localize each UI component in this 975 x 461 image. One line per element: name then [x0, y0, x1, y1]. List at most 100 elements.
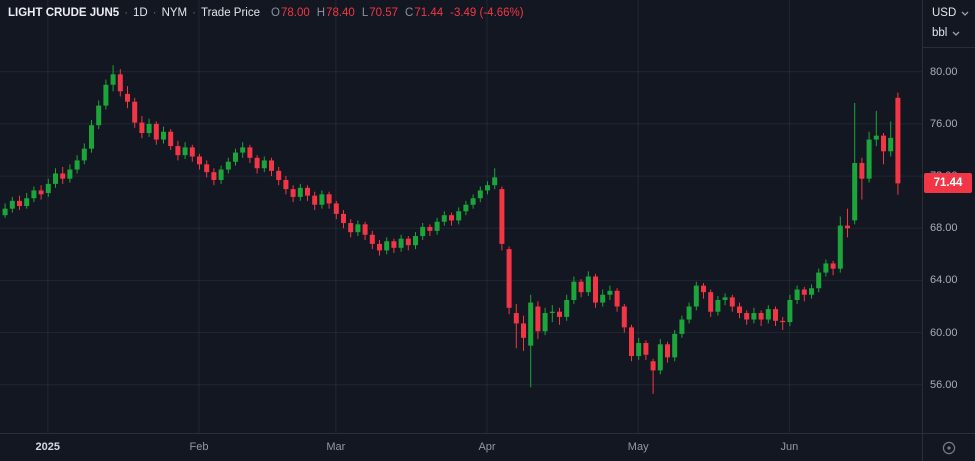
candle-body [427, 226, 433, 231]
candle-body [873, 135, 879, 140]
time-tick-label: Apr [478, 441, 496, 453]
candle-body [506, 249, 512, 308]
candle-body [593, 276, 598, 303]
currency-button[interactable]: USD [932, 7, 975, 19]
candle-body [348, 223, 354, 233]
candle-body [377, 243, 382, 251]
candle-body [585, 276, 591, 293]
candle-body [240, 147, 246, 153]
candle-body [132, 101, 138, 123]
candle-body [434, 221, 440, 231]
chart-plot-area[interactable]: LIGHT CRUDE JUN5 · 1D · NYM · Trade Pric… [0, 0, 922, 433]
candle-body [362, 224, 368, 235]
candle-body [9, 200, 15, 209]
candle-body [859, 163, 865, 179]
unit-button[interactable]: bbl [932, 27, 975, 39]
candle-body [204, 164, 210, 173]
candle-body [456, 211, 462, 221]
high-pair: H 78.40 [317, 7, 355, 19]
candle-body [189, 147, 195, 157]
candle-body [737, 306, 742, 314]
low-pair: L 70.57 [362, 7, 398, 19]
candle-body [787, 299, 793, 323]
candle-body [24, 198, 30, 207]
candle-body [535, 306, 541, 332]
candle-body [168, 131, 174, 147]
unit-label: bbl [932, 27, 948, 39]
candle-body [391, 241, 397, 248]
candle-body [895, 97, 901, 184]
candle-body [326, 194, 332, 204]
candle-body [888, 137, 894, 152]
candle-body [492, 177, 498, 186]
candle-body [384, 241, 390, 251]
candle-body [125, 93, 130, 102]
candle-body [398, 238, 404, 248]
axis-corner [922, 433, 975, 461]
close-label: C [405, 7, 414, 19]
interval-button[interactable]: 1D [133, 7, 148, 19]
candle-body [657, 344, 663, 371]
candle-body [578, 281, 584, 293]
candle-body [175, 146, 181, 156]
exchange-label: NYM [161, 7, 188, 19]
candle-body [693, 285, 699, 307]
candle-body [513, 313, 519, 324]
candle-body [81, 148, 87, 161]
price-tick-label: 56.00 [930, 378, 958, 391]
candle-body [312, 195, 318, 205]
candle-body [542, 313, 548, 332]
candle-body [773, 309, 778, 321]
target-circle-icon[interactable] [941, 440, 957, 456]
candle-body [45, 183, 51, 194]
candle-body [744, 313, 750, 320]
candle-body [823, 263, 829, 273]
price-source-label: Trade Price [200, 7, 260, 19]
low-label: L [361, 7, 369, 19]
candle-body [571, 281, 577, 300]
candle-body [333, 203, 339, 214]
candle-body [276, 170, 282, 180]
candle-body [485, 185, 490, 191]
candle-body [528, 302, 534, 346]
currency-label: USD [932, 7, 957, 19]
legend-separator: · [192, 7, 196, 19]
candle-body [261, 160, 267, 169]
candle-body [701, 285, 706, 293]
candle-body [614, 290, 620, 307]
candle-body [722, 297, 728, 300]
symbol-legend: LIGHT CRUDE JUN5 · 1D · NYM · Trade Pric… [8, 7, 524, 19]
candle-body [780, 320, 786, 323]
last-price-tag: 71.44 [924, 173, 972, 194]
candle-body [837, 225, 843, 269]
time-axis[interactable]: 2025 Feb Mar Apr May Jun [0, 433, 922, 461]
price-tick-label: 60.00 [930, 326, 958, 339]
candle-body [341, 213, 346, 224]
candle-body [60, 173, 66, 179]
candle-body [801, 289, 807, 295]
legend-separator: · [152, 7, 157, 19]
high-value: 78.40 [326, 7, 355, 19]
price-axis[interactable]: USD bbl 71.44 80.0076.0072.0068.0064.006… [922, 0, 975, 433]
candle-body [405, 238, 411, 246]
candle-body [600, 294, 606, 303]
candle-body [117, 74, 123, 92]
candle-body [852, 163, 858, 221]
symbol-name[interactable]: LIGHT CRUDE JUN5 [8, 7, 120, 19]
candle-body [225, 161, 231, 170]
candle-body [319, 194, 325, 205]
candlestick-chart[interactable] [0, 0, 922, 433]
candle-body [679, 319, 685, 334]
candle-body [557, 311, 562, 317]
candle-body [845, 225, 850, 229]
candle-body [247, 147, 253, 158]
candle-body [621, 306, 627, 328]
candle-body [355, 224, 361, 233]
candle-body [269, 160, 274, 171]
candle-body [254, 157, 260, 169]
candle-body [413, 236, 418, 246]
time-tick-label: 2025 [35, 441, 61, 453]
high-label: H [316, 7, 326, 19]
candle-body [708, 292, 714, 312]
candle-body [233, 152, 238, 162]
